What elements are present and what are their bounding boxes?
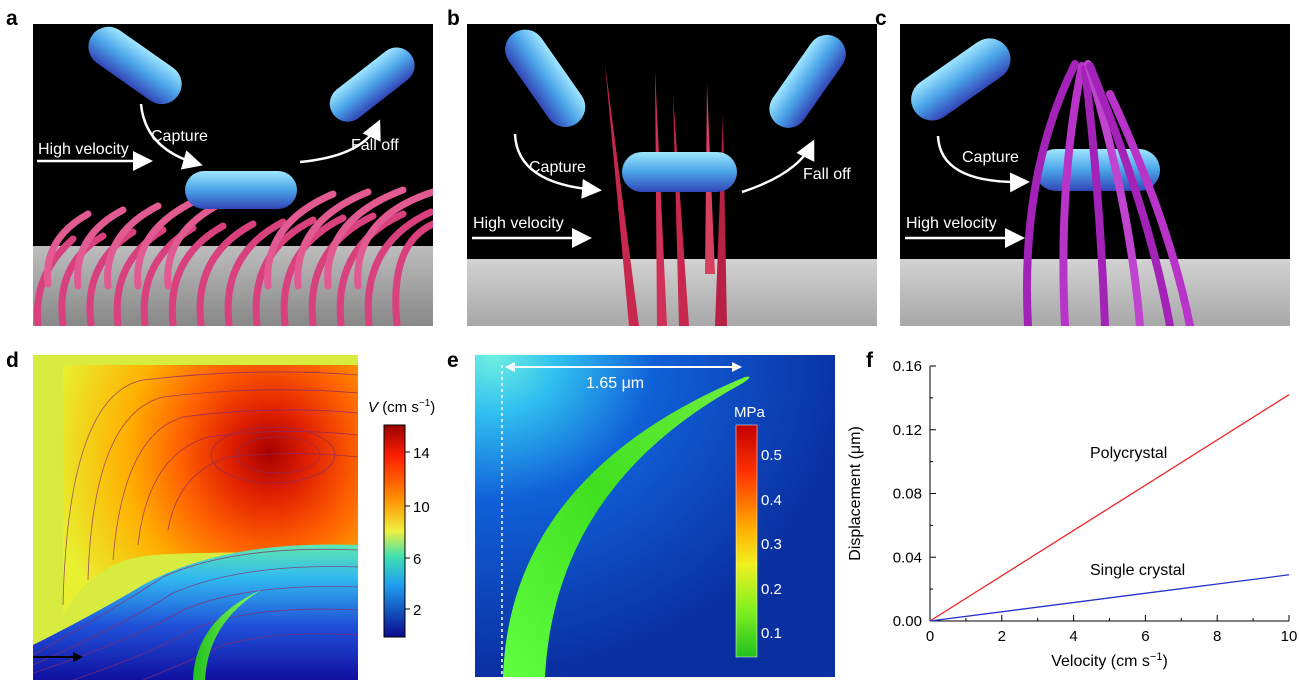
capture-arrow [936, 135, 1030, 193]
capture-label: Capture [962, 149, 1019, 166]
x-tick-label: 6 [1141, 628, 1149, 645]
series-line [929, 394, 1290, 622]
colorbar-e-tick: 0.2 [761, 581, 782, 598]
colorbar-d-tick: 2 [413, 602, 421, 619]
colorbar-d-units: (cm s [382, 399, 419, 416]
nanopillar-section [193, 590, 261, 680]
x-tick-label: 10 [1281, 628, 1298, 645]
nanopillar-array [33, 186, 433, 326]
high-velocity-label: High velocity [38, 141, 129, 158]
y-tick-label: 0.08 [893, 486, 922, 503]
colorbar-e-tick: 0.1 [761, 625, 782, 642]
colorbar-e-tick: 0.5 [761, 447, 782, 464]
inflow-arrow [33, 652, 83, 662]
panel-label-b: b [447, 7, 460, 30]
y-tick-label: 0.04 [893, 549, 922, 566]
capture-label: Capture [151, 128, 208, 145]
bacterium-icon [505, 29, 846, 192]
fall-off-label: Fall off [351, 137, 399, 154]
panel-a-illustration: Capture Fall off High velocity [33, 24, 433, 326]
bacterium-icon [88, 26, 415, 209]
fall-off-arrow [299, 119, 381, 164]
chart-axes: 0 2 4 6 8 10 0.00 0.04 0.08 0.12 0.16 [893, 358, 1298, 645]
y-tick-label: 0.12 [893, 422, 922, 439]
panel-c-illustration: Capture High velocity [900, 24, 1290, 326]
x-tick-label: 8 [1213, 628, 1221, 645]
y-tick-label: 0.16 [893, 358, 922, 375]
series-label: Single crystal [1090, 562, 1185, 579]
panel-d-velocity-field [33, 355, 358, 680]
colorbar-d-var: V [368, 399, 379, 416]
panel-label-f: f [866, 349, 873, 372]
panel-f-chart: 0 2 4 6 8 10 0.00 0.04 0.08 0.12 0.16 Polycrystal S… [847, 358, 1298, 670]
fall-off-label: Fall off [803, 166, 851, 183]
dimension-label: 1.65 μm [586, 375, 644, 392]
series-label: Polycrystal [1090, 445, 1167, 462]
colorbar-d-title: V (cm s−1) [368, 398, 435, 416]
fall-off-arrow [741, 139, 815, 194]
panel-label-d: d [6, 349, 19, 372]
panel-label-e: e [447, 349, 459, 372]
capture-label: Capture [529, 159, 586, 176]
panel-label-a: a [6, 7, 18, 30]
y-axis-label: Displacement (μm) [847, 426, 864, 561]
capture-arrow [513, 133, 602, 199]
colorbar-e-tick: 0.4 [761, 492, 782, 509]
colorbar-e-title: MPa [734, 404, 765, 421]
x-axis-label: Velocity (cm s−1) [1051, 651, 1168, 670]
series-line [929, 574, 1290, 622]
colorbar-d-close: ) [430, 399, 436, 416]
chart-series: Polycrystal Single crystal [929, 394, 1290, 622]
colorbar-e: 0.5 0.4 0.3 0.2 0.1 [735, 424, 782, 658]
colorbar-d-tick: 10 [413, 499, 430, 516]
x-tick-label: 0 [926, 628, 934, 645]
dimension-arrow [505, 362, 742, 372]
panel-e-stress-field: 1.65 μm [475, 355, 835, 677]
colorbar-d: 14 10 6 2 [383, 424, 430, 638]
colorbar-d-exp: −1 [418, 398, 431, 409]
panel-b-illustration: Capture Fall off High velocity [467, 24, 877, 326]
nanopillar-section [503, 376, 750, 677]
y-tick-label: 0.00 [893, 613, 922, 630]
colorbar-e-tick: 0.3 [761, 536, 782, 553]
high-velocity-label: High velocity [906, 215, 997, 232]
colorbar-d-tick: 14 [413, 445, 430, 462]
panel-label-c: c [875, 7, 887, 30]
nanopillar-array [1022, 60, 1194, 326]
high-velocity-label: High velocity [473, 215, 564, 232]
x-tick-label: 4 [1069, 628, 1077, 645]
x-tick-label: 2 [998, 628, 1006, 645]
colorbar-d-tick: 6 [413, 551, 421, 568]
capture-arrow [139, 103, 203, 170]
contour-lines [33, 371, 358, 680]
